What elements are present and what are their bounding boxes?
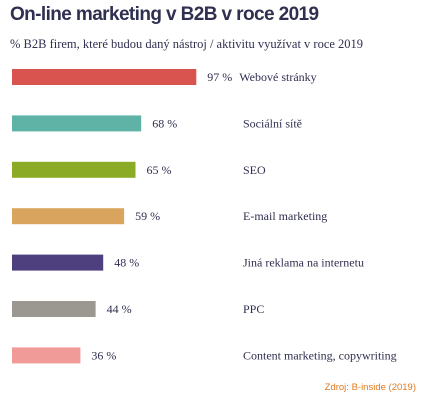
- value-label-3: 65 %: [147, 163, 172, 177]
- value-label-2: 68 %: [152, 116, 177, 130]
- bar-1: [12, 69, 197, 85]
- value-label-7: 36 %: [91, 348, 116, 362]
- category-label-1: Webové stránky: [239, 70, 316, 84]
- value-label-6: 44 %: [107, 302, 132, 316]
- bar-2: [12, 115, 142, 132]
- bar-7: [12, 347, 81, 364]
- category-label-3: SEO: [243, 163, 266, 177]
- category-label-5: Jiná reklama na internetu: [243, 256, 364, 270]
- chart-title: On-line marketing v B2B v roce 2019: [10, 4, 319, 25]
- bar-3: [12, 161, 136, 178]
- value-label-5: 48 %: [114, 256, 139, 270]
- category-label-7: Content marketing, copywriting: [243, 348, 397, 362]
- bar-4: [12, 208, 125, 225]
- bar-6: [12, 301, 96, 317]
- category-label-6: PPC: [243, 302, 264, 316]
- source-note: Zdroj: B-inside (2019): [324, 382, 416, 393]
- value-label-1: 97 %: [207, 70, 232, 84]
- category-label-4: E-mail marketing: [243, 209, 327, 223]
- category-label-2: Sociální sítě: [243, 116, 302, 130]
- bar-5: [12, 254, 104, 271]
- chart-subtitle: % B2B firem, které budou daný nástroj / …: [10, 37, 364, 51]
- value-label-4: 59 %: [135, 209, 160, 223]
